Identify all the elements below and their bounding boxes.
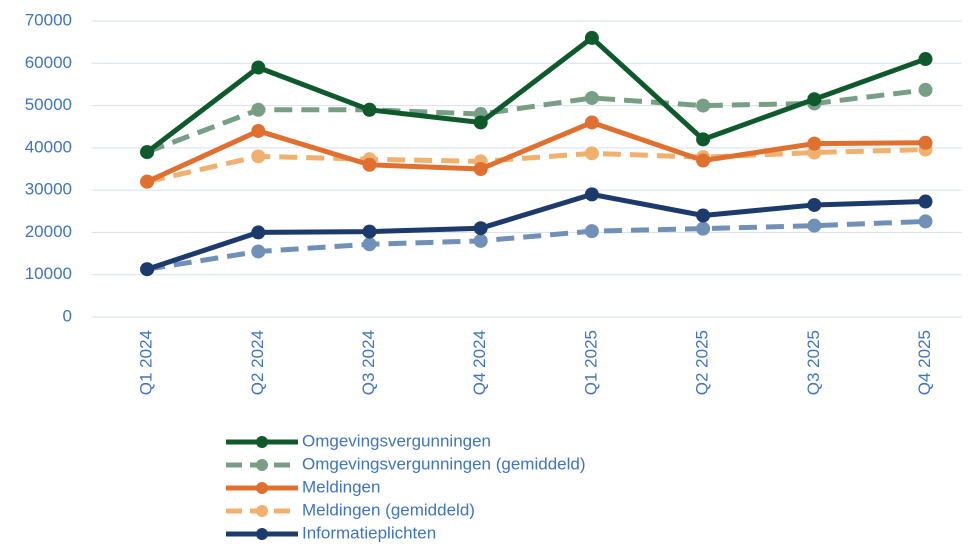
data-point [696,153,711,168]
legend-label: Meldingen (gemiddeld) [302,500,475,519]
x-tick-label: Q2 2025 [693,330,712,395]
data-point [251,244,266,259]
x-tick-label: Q1 2025 [581,330,600,395]
data-point [584,30,599,45]
x-tick-label: Q3 2025 [804,330,823,395]
data-point [362,224,377,239]
data-point [584,115,599,130]
data-point [140,174,155,189]
data-point [807,197,822,212]
x-tick-label: Q3 2024 [359,330,378,395]
series-line [146,119,926,184]
data-point [918,52,933,67]
legend-label: Meldingen [302,477,380,496]
series-line [146,147,926,185]
data-point [918,194,933,209]
data-point [473,221,488,236]
legend-marker [256,459,268,471]
data-point [696,132,711,147]
legend-marker [256,528,268,540]
y-tick-label: 60000 [25,53,72,72]
data-point [362,102,377,117]
data-point [140,145,155,160]
x-tick-label: Q4 2024 [470,330,489,395]
y-tick-label: 40000 [25,137,72,156]
legend-label: Omgevingsvergunningen (gemiddeld) [302,454,586,473]
data-point [251,102,266,117]
data-point [140,262,155,277]
data-point [473,115,488,130]
y-tick-label: 20000 [25,222,72,241]
series-line [146,191,926,272]
x-tick-label: Q1 2024 [137,330,156,395]
data-point [696,98,711,113]
legend-label: Omgevingsvergunningen [302,431,491,450]
y-tick-label: 10000 [25,264,72,283]
data-point [584,146,599,161]
legend-marker [256,436,268,448]
data-point [362,157,377,172]
x-tick-label: Q2 2024 [248,330,267,395]
data-point [918,82,933,97]
series-line [145,35,927,155]
data-point [251,225,266,240]
data-point [584,187,599,202]
data-point [807,136,822,151]
legend-marker [256,505,268,517]
data-point [696,221,711,236]
y-tick-label: 50000 [25,95,72,114]
y-tick-label: 0 [63,306,72,325]
y-tick-label: 70000 [25,10,72,29]
x-tick-label: Q4 2025 [915,330,934,395]
series-line [146,218,926,272]
legend-marker [256,482,268,494]
legend-label: Informatieplichten [302,523,436,542]
data-point [251,123,266,138]
data-point [807,92,822,107]
data-point [473,162,488,176]
data-point [918,135,933,150]
data-point [584,224,599,239]
data-point [251,60,266,75]
data-point [473,233,488,248]
data-point [251,149,266,164]
y-tick-label: 30000 [25,180,72,199]
data-point [807,218,822,233]
data-point [918,214,933,229]
data-point [696,208,711,223]
data-point [584,90,599,105]
data-point [362,237,377,252]
